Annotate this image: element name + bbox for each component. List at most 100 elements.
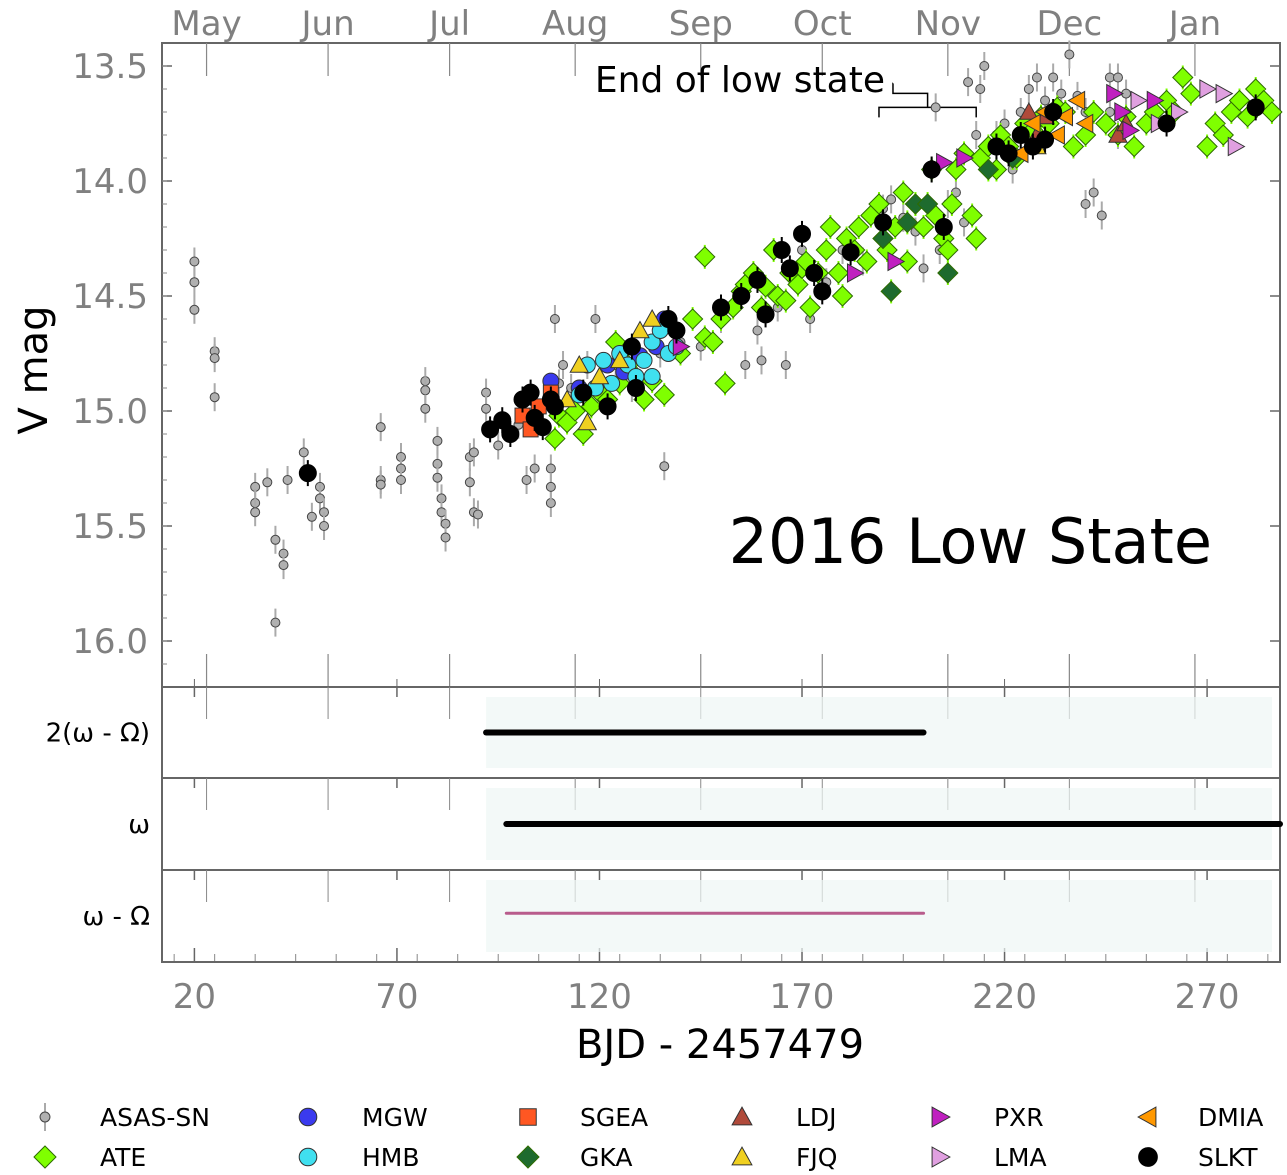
data-point <box>189 277 200 288</box>
data-point <box>1075 113 1094 134</box>
data-point <box>930 102 941 113</box>
data-point <box>501 425 520 443</box>
y-tick-label: 15.0 <box>72 392 148 432</box>
y-tick-label: 15.5 <box>72 507 148 547</box>
month-label: May <box>171 4 241 44</box>
month-label: Jul <box>427 4 470 44</box>
data-point <box>841 243 860 262</box>
data-point <box>375 422 386 433</box>
data-point <box>298 447 309 458</box>
data-point <box>189 256 200 267</box>
data-point <box>574 383 593 402</box>
data-point <box>740 360 751 370</box>
data-point <box>714 372 736 395</box>
legend-label: FJQ <box>796 1143 837 1172</box>
data-point <box>937 262 959 284</box>
data-point <box>1122 120 1141 141</box>
legend-label: ASAS-SN <box>100 1103 210 1132</box>
data-point <box>979 61 990 71</box>
data-point <box>468 447 479 458</box>
data-point <box>999 144 1018 163</box>
data-point <box>1123 135 1145 158</box>
data-point <box>250 507 261 518</box>
data-point <box>887 251 906 272</box>
legend-marker <box>516 1145 540 1169</box>
data-point <box>1112 72 1123 83</box>
data-point <box>626 379 645 397</box>
legend-item-fjq: FJQ <box>731 1143 837 1172</box>
legend-item-sgea: SGEA <box>519 1103 648 1132</box>
legend-marker <box>731 1106 753 1126</box>
data-point <box>872 227 894 250</box>
data-point <box>961 204 983 227</box>
x-tick-label: 70 <box>375 977 418 1017</box>
data-point <box>569 354 590 373</box>
data-point <box>1055 106 1074 127</box>
data-point <box>464 477 475 488</box>
legend-item-asas-sn: ASAS-SN <box>39 1103 210 1132</box>
data-point <box>481 420 500 439</box>
panel-label: 2(ω - Ω) <box>46 719 150 749</box>
data-point <box>681 308 704 330</box>
data-point <box>270 534 281 545</box>
data-point <box>896 250 919 273</box>
data-point <box>1096 210 1107 221</box>
data-point <box>748 270 767 289</box>
end-low-state-label: End of low state <box>595 60 885 101</box>
data-point <box>886 194 897 205</box>
legend-label: SGEA <box>580 1103 648 1132</box>
legend-item-lma: LMA <box>931 1143 1047 1172</box>
x-tick-label: 20 <box>173 977 216 1017</box>
legend: ASAS-SN MGW SGEA LDJ PXR DMIA ATE HMB GKA FJQ LMA S… <box>33 1103 1263 1172</box>
data-point <box>521 475 532 485</box>
month-label: Jan <box>1167 4 1221 44</box>
data-point <box>533 418 552 437</box>
data-point <box>1180 82 1202 105</box>
data-point <box>319 521 330 531</box>
legend-item-gka: GKA <box>516 1143 632 1172</box>
legend-marker <box>1138 1147 1158 1167</box>
data-point <box>395 475 406 485</box>
big-annotation: 2016 Low State <box>729 505 1212 578</box>
data-point <box>189 304 200 315</box>
data-point <box>635 351 653 369</box>
data-point <box>965 227 987 250</box>
series-ate <box>544 65 1283 451</box>
data-point <box>912 216 935 238</box>
data-point <box>799 296 821 319</box>
data-point <box>880 280 902 303</box>
data-point <box>1047 125 1065 145</box>
legend-marker <box>731 1146 753 1166</box>
data-point <box>971 130 982 140</box>
data-point <box>577 412 598 431</box>
data-point <box>580 395 603 418</box>
legend-marker <box>1137 1106 1157 1128</box>
data-point <box>595 351 613 369</box>
data-point <box>827 262 850 284</box>
data-point <box>1044 103 1063 121</box>
data-point <box>896 211 919 234</box>
data-point <box>622 337 641 356</box>
end-bracket <box>878 106 977 118</box>
month-label: Sep <box>669 4 733 44</box>
x-tick-label: 170 <box>770 977 835 1017</box>
data-point <box>1040 95 1051 106</box>
data-point <box>472 509 483 520</box>
series-slkt <box>298 94 1265 487</box>
legend-marker <box>33 1145 57 1169</box>
legend-item-dmia: DMIA <box>1137 1103 1263 1132</box>
data-point <box>545 463 556 474</box>
data-point <box>941 193 963 215</box>
data-point <box>1088 187 1099 198</box>
data-point <box>667 321 686 340</box>
data-point <box>780 259 799 278</box>
series-pxr <box>672 83 1165 357</box>
data-point <box>780 360 791 370</box>
data-point <box>278 560 289 571</box>
data-point <box>209 392 220 403</box>
legend-label: DMIA <box>1198 1103 1263 1132</box>
legend-item-ate: ATE <box>33 1143 146 1172</box>
y-tick-label: 14.0 <box>72 162 148 202</box>
data-point <box>819 216 842 238</box>
